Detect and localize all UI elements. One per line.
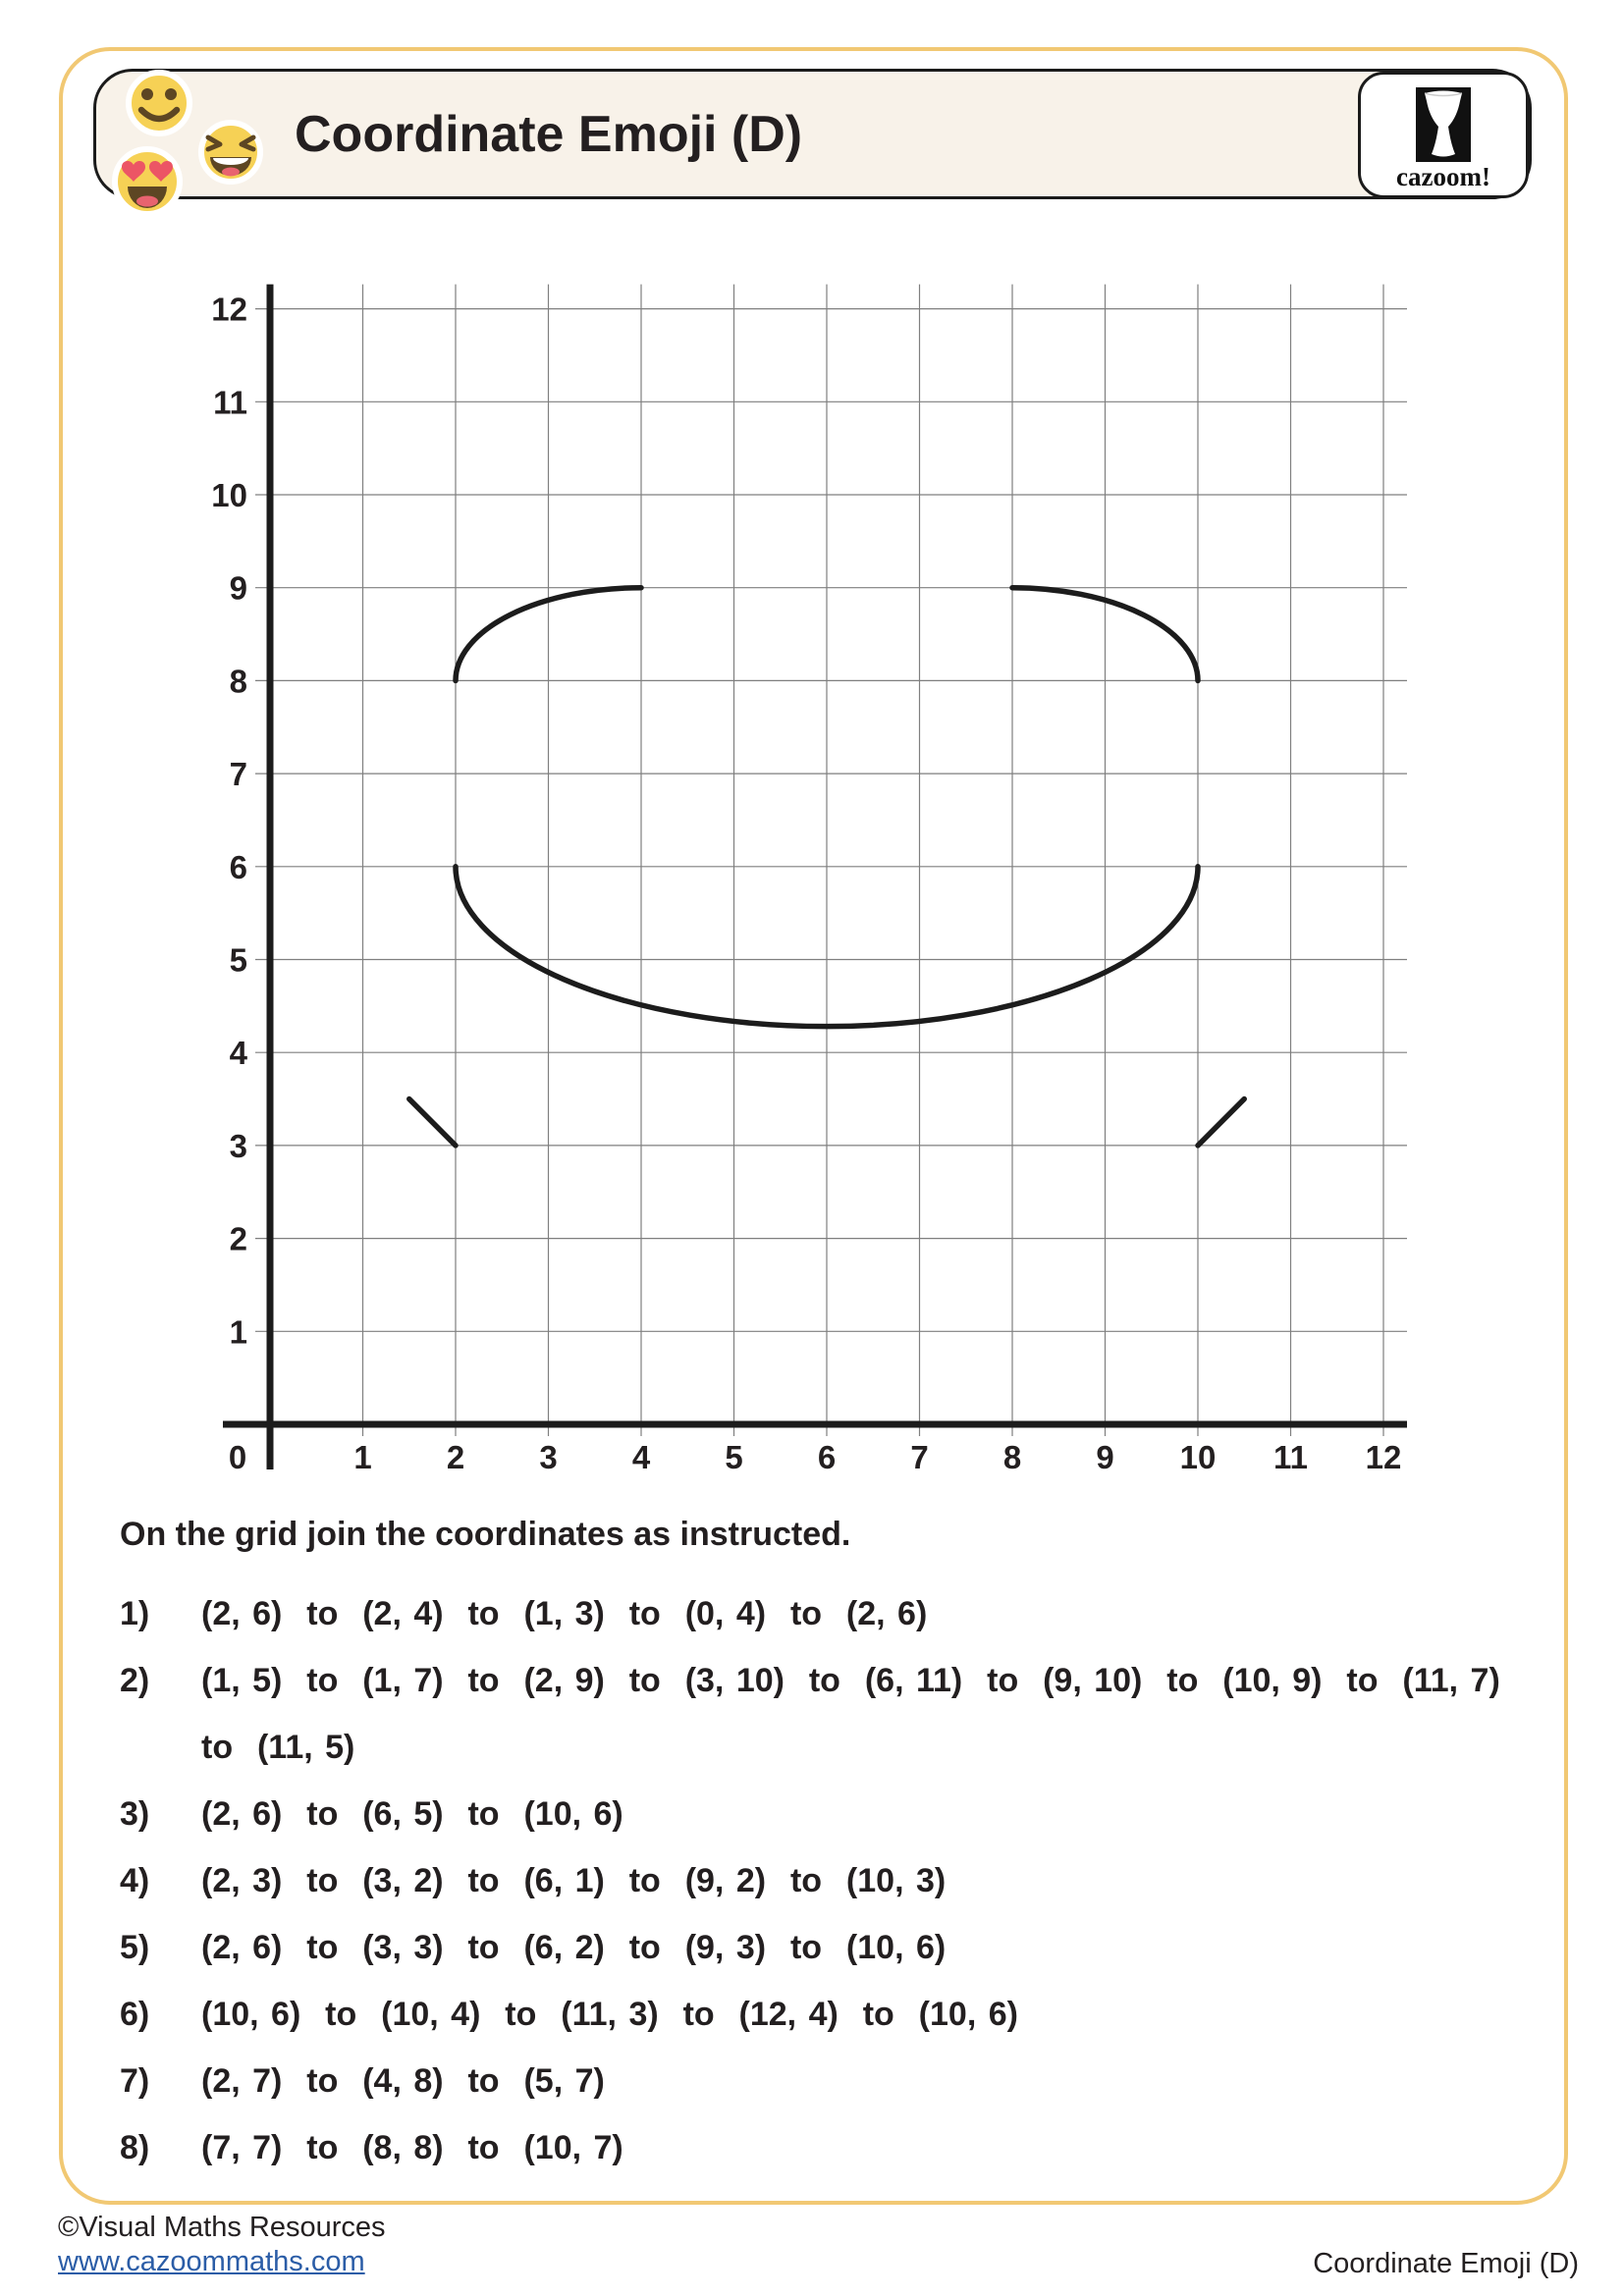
emoji-cluster	[112, 70, 263, 217]
item-coordinates: (2, 3) to (3, 2) to (6, 1) to (9, 2) to …	[201, 1862, 947, 1899]
item-coordinates: (7, 7) to (8, 8) to (10, 7)	[201, 2129, 623, 2166]
item-number: 1)	[120, 1595, 150, 1632]
coordinate-list-item: 4) (2, 3) to (3, 2) to (6, 1) to (9, 2) …	[120, 1847, 1518, 1914]
item-number: 4)	[120, 1862, 150, 1899]
item-number: 8)	[120, 2129, 150, 2166]
cazoommaths-link[interactable]: www.cazoommaths.com	[58, 2246, 365, 2277]
grinning-squint-face-emoji	[198, 120, 263, 185]
squint-eye-left	[205, 134, 223, 152]
item-coordinates: (2, 7) to (4, 8) to (5, 7)	[201, 2062, 605, 2100]
item-coordinates: (10, 6) to (10, 4) to (11, 3) to (12, 4)…	[201, 1996, 1018, 2033]
footer-left: ©Visual Maths Resources www.cazoommaths.…	[58, 2211, 386, 2279]
coordinate-list-item: 3) (2, 6) to (6, 5) to (10, 6)	[120, 1781, 1518, 1847]
cazoom-logo: cazoom!	[1358, 72, 1529, 198]
page-border	[59, 47, 1568, 2205]
copyright-text: ©Visual Maths Resources	[58, 2212, 386, 2243]
coordinate-list-item: 6) (10, 6) to (10, 4) to (11, 3) to (12,…	[120, 1981, 1518, 2048]
laugh-tongue	[222, 167, 240, 177]
item-number: 2)	[120, 1662, 150, 1699]
smiley-mouth	[137, 106, 181, 123]
coordinate-list-item: 1) (2, 6) to (2, 4) to (1, 3) to (0, 4) …	[120, 1580, 1518, 1647]
header-band	[93, 69, 1532, 199]
instructions-heading: On the grid join the coordinates as inst…	[120, 1516, 851, 1553]
laugh-teeth	[213, 158, 248, 165]
logo-wordmark: cazoom!	[1396, 162, 1490, 191]
footer-doc-label: Coordinate Emoji (D)	[1313, 2248, 1579, 2279]
heart-eye-right	[149, 161, 173, 182]
page-title: Coordinate Emoji (D)	[295, 105, 803, 163]
item-coordinates: (2, 6) to (6, 5) to (10, 6)	[201, 1795, 623, 1833]
heart-eye-left	[122, 161, 145, 182]
coordinate-list-item: 2) (1, 5) to (1, 7) to (2, 9) to (3, 10)…	[120, 1647, 1518, 1781]
coordinate-list-item: 8) (7, 7) to (8, 8) to (10, 7)	[120, 2114, 1518, 2181]
squint-eye-right	[239, 134, 256, 152]
item-number: 3)	[120, 1795, 150, 1833]
item-number: 6)	[120, 1996, 150, 2033]
coordinate-list-item: 7) (2, 7) to (4, 8) to (5, 7)	[120, 2048, 1518, 2114]
smiley-eye-left	[141, 88, 153, 100]
smiling-face-emoji	[126, 70, 192, 136]
coordinate-list-item: 5) (2, 6) to (3, 3) to (6, 2) to (9, 3) …	[120, 1914, 1518, 1981]
heart-eyes-face-emoji	[112, 146, 183, 217]
smiley-eye-right	[165, 88, 177, 100]
item-coordinates: (1, 5) to (1, 7) to (2, 9) to (3, 10) to…	[201, 1662, 1500, 1766]
item-number: 7)	[120, 2062, 150, 2100]
heart-face-tongue	[136, 195, 158, 207]
item-coordinates: (2, 6) to (3, 3) to (6, 2) to (9, 3) to …	[201, 1929, 947, 1966]
item-number: 5)	[120, 1929, 150, 1966]
drum-icon	[1416, 87, 1471, 162]
instructions-section: On the grid join the coordinates as inst…	[120, 1512, 1518, 2181]
item-coordinates: (2, 6) to (2, 4) to (1, 3) to (0, 4) to …	[201, 1595, 928, 1632]
